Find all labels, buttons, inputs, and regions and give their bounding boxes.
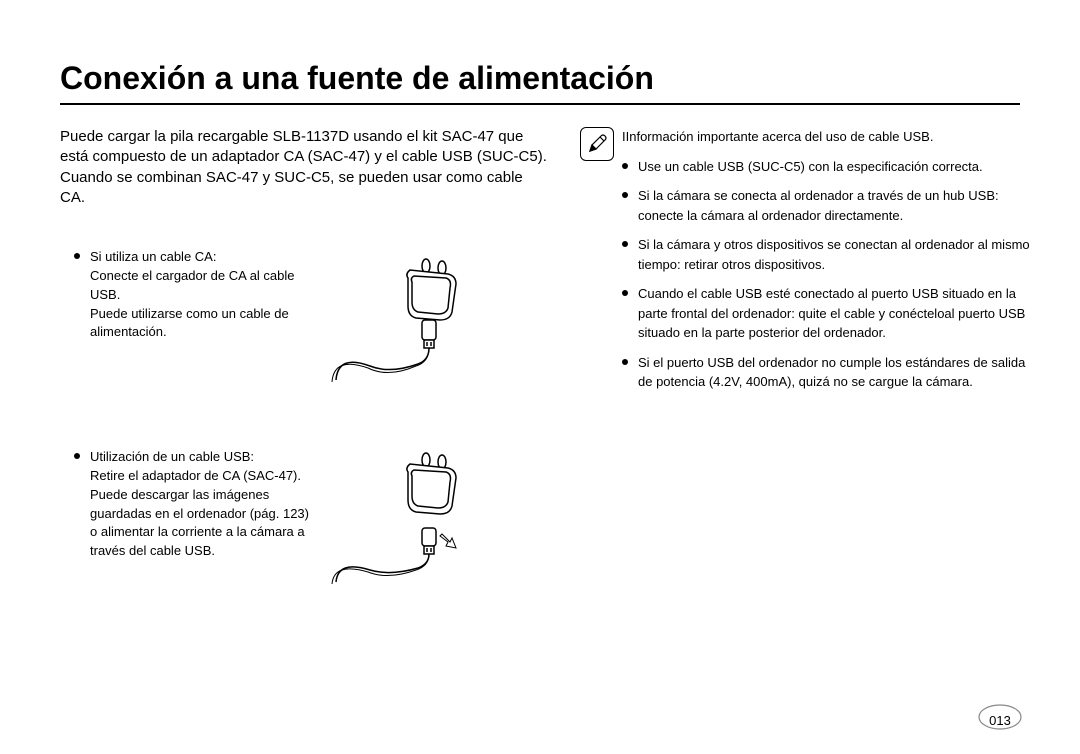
note-item: Si la cámara y otros dispositivos se con… xyxy=(622,235,1040,274)
note-heading: IInformación importante acerca del uso d… xyxy=(622,127,1040,147)
pencil-icon xyxy=(580,127,614,161)
item-label: Utilización de un cable USB: xyxy=(90,449,254,464)
adapter-illustration xyxy=(330,248,490,388)
note-item: Si el puerto USB del ordenador no cumple… xyxy=(622,353,1040,392)
item-ca-cable: Si utiliza un cable CA: Conecte el carga… xyxy=(60,248,550,388)
item-text: Utilización de un cable USB: Retire el a… xyxy=(60,448,310,561)
note-body: IInformación importante acerca del uso d… xyxy=(622,127,1040,648)
adapter-detach-illustration xyxy=(330,448,490,588)
item-text: Si utiliza un cable CA: Conecte el carga… xyxy=(60,248,310,342)
intro-text: Puede cargar la pila recargable SLB-1137… xyxy=(60,127,550,208)
page-number: 013 xyxy=(980,713,1020,728)
note-item: Use un cable USB (SUC-C5) con la especif… xyxy=(622,157,1040,177)
note-item: Si la cámara se conecta al ordenador a t… xyxy=(622,186,1040,225)
item-usb-cable: Utilización de un cable USB: Retire el a… xyxy=(60,448,550,588)
item-body: Retire el adaptador de CA (SAC-47). Pued… xyxy=(90,468,309,558)
item-label: Si utiliza un cable CA: xyxy=(90,249,216,264)
content-columns: Puede cargar la pila recargable SLB-1137… xyxy=(60,127,1020,648)
right-column: IInformación importante acerca del uso d… xyxy=(580,127,1040,648)
note-icon-wrap xyxy=(580,127,622,648)
page-title: Conexión a una fuente de alimentación xyxy=(60,60,1020,105)
note-list: Use un cable USB (SUC-C5) con la especif… xyxy=(622,157,1040,392)
note-item: Cuando el cable USB esté conectado al pu… xyxy=(622,284,1040,343)
item-body: Conecte el cargador de CA al cable USB.P… xyxy=(90,268,295,340)
left-column: Puede cargar la pila recargable SLB-1137… xyxy=(60,127,550,648)
